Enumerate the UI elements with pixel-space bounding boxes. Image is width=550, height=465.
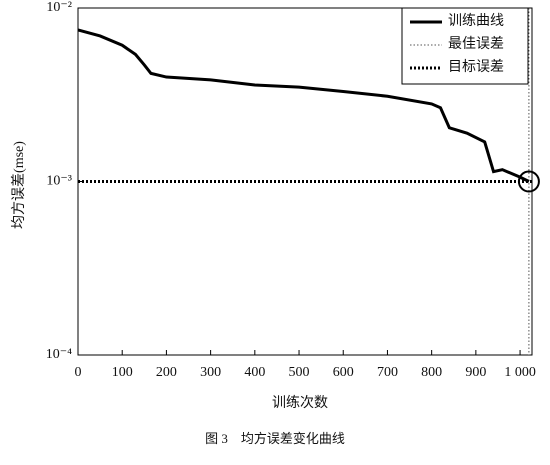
y-tick-label: 10⁻² — [46, 0, 72, 15]
x-tick-label: 700 — [377, 365, 398, 380]
x-axis-label: 训练次数 — [272, 395, 328, 411]
x-tick-label: 600 — [333, 365, 354, 380]
y-axis-label: 均方误差(mse) — [11, 141, 27, 229]
training-curve — [77, 28, 530, 183]
x-tick-label: 500 — [289, 365, 310, 380]
x-tick-label: 300 — [200, 365, 221, 380]
legend-label: 目标误差 — [448, 59, 504, 75]
y-tick-label: 10⁻⁴ — [46, 347, 72, 362]
legend-label: 训练曲线 — [448, 13, 504, 29]
x-tick-label: 200 — [156, 365, 177, 380]
x-tick-label: 0 — [75, 365, 82, 380]
best-point — [517, 170, 540, 193]
x-tick-label: 900 — [465, 365, 486, 380]
x-tick-label: 400 — [244, 365, 265, 380]
x-tick-label: 100 — [112, 365, 133, 380]
caption: 图 3 均方误差变化曲线 — [205, 431, 345, 446]
y-tick-label: 10⁻³ — [46, 174, 72, 189]
x-tick-label: 800 — [421, 365, 442, 380]
legend-label: 最佳误差 — [448, 36, 504, 52]
x-tick-label: 1 000 — [504, 365, 536, 380]
